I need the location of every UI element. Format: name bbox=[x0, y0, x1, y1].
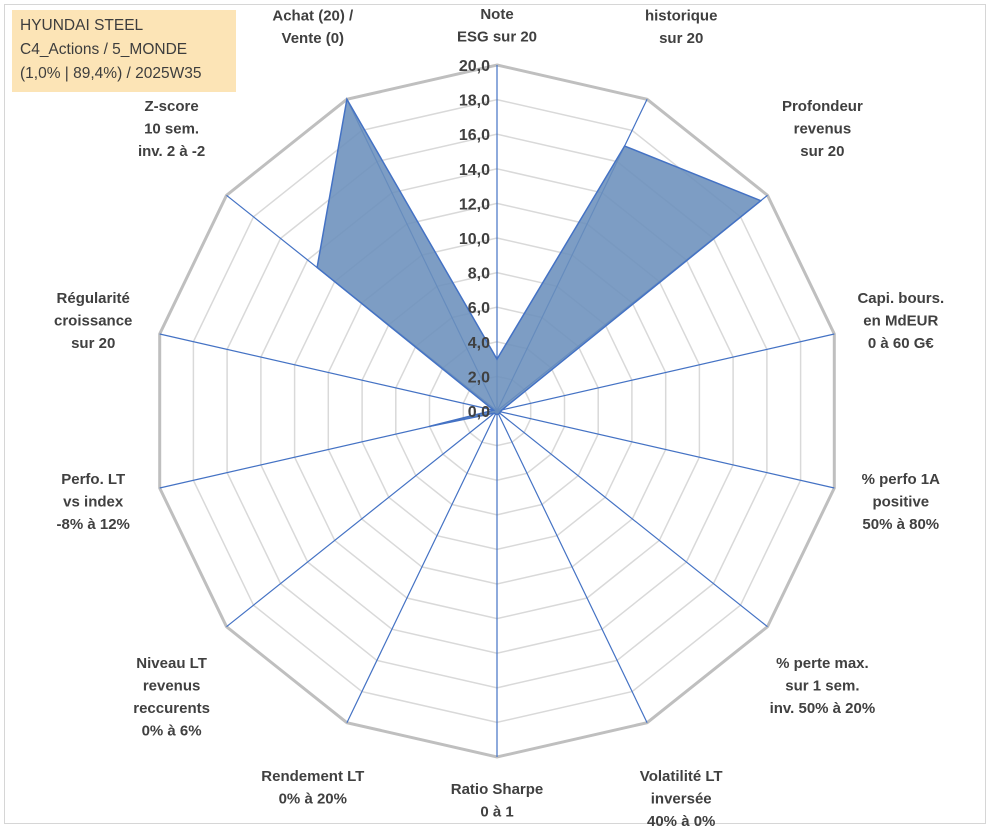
axis-label-line: 0 à 60 G€ bbox=[868, 335, 935, 352]
axis-label-line: Profondeur bbox=[641, 0, 722, 2]
tick-label: 10,0 bbox=[459, 231, 490, 248]
axis-label-line: vs index bbox=[63, 493, 124, 510]
axis-label-line: Perfo. LT bbox=[61, 471, 125, 488]
axis-label-group: Z-score 10 sem. inv. 2 à -2 bbox=[138, 98, 205, 160]
axis-spoke bbox=[226, 410, 498, 628]
axis-label-group: Niveau LT revenus reccurents 0% à 6% bbox=[133, 655, 210, 740]
axis-label-line: % perte max. bbox=[776, 655, 869, 672]
axis-label-line: 50% à 80% bbox=[862, 516, 939, 533]
axis-label-line: positive bbox=[872, 493, 929, 510]
axis-spoke bbox=[496, 410, 768, 628]
axis-label-line: Z-score bbox=[145, 98, 199, 115]
axis-label-line: revenus bbox=[794, 120, 852, 137]
tick-label: 20,0 bbox=[459, 58, 490, 75]
axis-label-line: 0% à 6% bbox=[142, 723, 202, 740]
axis-label-line: sur 1 sem. bbox=[785, 678, 859, 695]
axis-label-line: 40% à 0% bbox=[647, 813, 715, 829]
axis-label-line: en MdEUR bbox=[863, 313, 938, 330]
tick-label: 8,0 bbox=[468, 266, 490, 283]
radar-tick-labels: 0,0 2,0 4,0 6,0 8,0 10,0 12,0 14,0 16,0 18,0 20,0 bbox=[459, 58, 490, 421]
axis-label-line: sur 20 bbox=[659, 30, 703, 47]
axis-label-line: % perfo 1A bbox=[862, 471, 941, 488]
axis-label-line: Ratio Sharpe bbox=[451, 781, 544, 798]
axis-label-line: 0 à 1 bbox=[480, 804, 513, 821]
axis-label-line: Rendement LT bbox=[261, 768, 364, 785]
radar-series bbox=[316, 97, 763, 428]
axis-label-group: Perfo. LT vs index -8% à 12% bbox=[57, 471, 130, 533]
axis-label-group: Note ESG sur 20 bbox=[457, 6, 537, 46]
stock-info-box: HYUNDAI STEEL C4_Actions / 5_MONDE (1,0%… bbox=[12, 10, 236, 92]
tick-label: 0,0 bbox=[468, 404, 490, 421]
axis-label-group: Profondeur historique sur 20 bbox=[641, 0, 722, 47]
axis-label-group: Capi. bours. en MdEUR 0 à 60 G€ bbox=[857, 290, 944, 352]
axis-spoke bbox=[496, 333, 835, 412]
axis-label-group: % perte max. sur 1 sem. inv. 50% à 20% bbox=[770, 655, 876, 717]
axis-spoke bbox=[159, 333, 498, 412]
axis-label-line: croissance bbox=[54, 313, 132, 330]
axis-label-line: historique bbox=[645, 8, 718, 25]
axis-label-line: Note bbox=[480, 6, 513, 23]
axis-label-line: reccurents bbox=[133, 700, 210, 717]
axis-spoke bbox=[496, 410, 648, 723]
axis-label-line: Capi. bours. bbox=[857, 290, 944, 307]
axis-label-line: -8% à 12% bbox=[57, 516, 130, 533]
axis-label-line: Niveau LT bbox=[136, 655, 207, 672]
tick-label: 12,0 bbox=[459, 196, 490, 213]
axis-label-line: inv. 2 à -2 bbox=[138, 143, 205, 160]
axis-label-line: Vente (0) bbox=[282, 30, 345, 47]
axis-label-line: sur 20 bbox=[71, 335, 115, 352]
radar-axis-labels: Note ESG sur 20 Profondeur historique sur 20… bbox=[54, 0, 944, 829]
axis-label-line: inv. 50% à 20% bbox=[770, 700, 876, 717]
axis-label-group: % perfo 1A positive 50% à 80% bbox=[862, 471, 941, 533]
axis-label-line: sur 20 bbox=[800, 143, 844, 160]
tick-label: 4,0 bbox=[468, 335, 490, 352]
stock-category: C4_Actions / 5_MONDE bbox=[20, 41, 188, 58]
axis-label-group: Volatilité LT inversée 40% à 0% bbox=[640, 768, 723, 829]
axis-label-group: Ratio Sharpe 0 à 1 bbox=[451, 781, 544, 821]
axis-label-group: Rendement LT 0% à 20% bbox=[261, 768, 364, 808]
axis-label-line: revenus bbox=[143, 678, 201, 695]
axis-label-line: 10 sem. bbox=[144, 120, 199, 137]
stock-name: HYUNDAI STEEL bbox=[20, 17, 144, 34]
axis-label-line: Régularité bbox=[57, 290, 130, 307]
tick-label: 16,0 bbox=[459, 127, 490, 144]
axis-label-line: Profondeur bbox=[782, 98, 863, 115]
axis-label-line: Momentum bbox=[273, 0, 353, 2]
axis-label-line: ESG sur 20 bbox=[457, 29, 537, 46]
tick-label: 2,0 bbox=[468, 369, 490, 386]
axis-label-line: inversée bbox=[651, 790, 712, 807]
axis-label-line: Volatilité LT bbox=[640, 768, 723, 785]
tick-label: 6,0 bbox=[468, 300, 490, 317]
axis-label-group: Momentum Achat (20) / Vente (0) bbox=[272, 0, 354, 47]
stock-stats: (1,0% | 89,4%) / 2025W35 bbox=[20, 65, 202, 82]
axis-label-line: Achat (20) / bbox=[272, 8, 354, 25]
axis-label-group: Régularité croissance sur 20 bbox=[54, 290, 132, 352]
axis-spoke bbox=[346, 410, 498, 723]
axis-label-group: Profondeur revenus sur 20 bbox=[782, 98, 863, 160]
tick-label: 18,0 bbox=[459, 93, 490, 110]
axis-spoke bbox=[496, 410, 835, 489]
axis-label-line: 0% à 20% bbox=[279, 790, 347, 807]
series-area bbox=[316, 97, 763, 428]
tick-label: 14,0 bbox=[459, 162, 490, 179]
